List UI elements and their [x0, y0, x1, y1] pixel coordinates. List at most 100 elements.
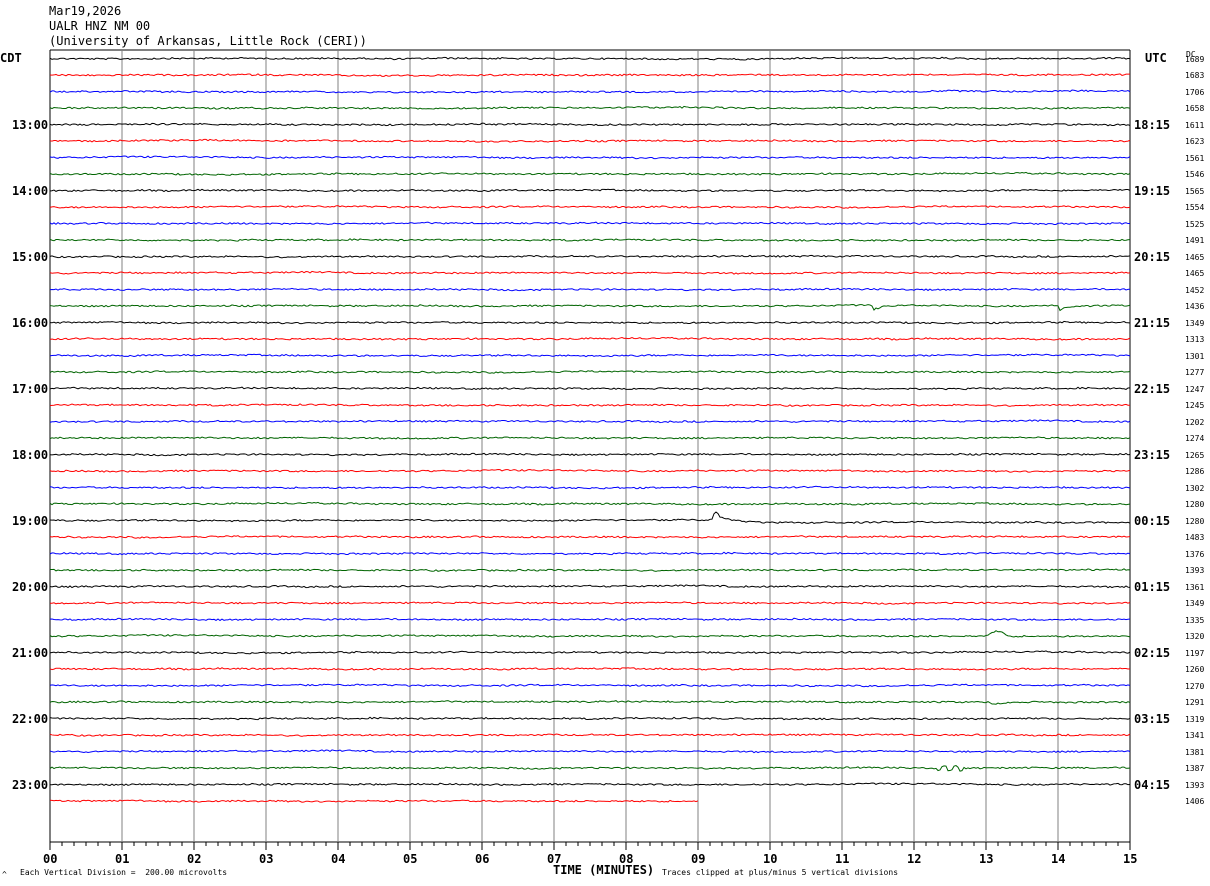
trace-blue	[49, 353, 1131, 358]
dc-offset-label: 1393	[1185, 566, 1205, 575]
x-tick-label: 11	[835, 852, 850, 866]
dc-offset-label: 1491	[1185, 236, 1205, 245]
dc-offset-label: 1247	[1185, 384, 1205, 394]
header-institution: (University of Arkansas, Little Rock (CE…	[49, 34, 367, 48]
dc-offset-label: 1525	[1185, 219, 1205, 229]
trace-red	[49, 733, 1131, 737]
x-tick-label: 02	[187, 852, 202, 866]
trace-black	[49, 188, 1131, 193]
dc-offset-label: 1349	[1185, 599, 1205, 608]
trace-blue	[49, 419, 1131, 424]
trace-red	[49, 270, 1131, 275]
dc-offset-label: 1197	[1185, 648, 1205, 658]
trace-black	[49, 386, 1131, 391]
x-tick-label: 13	[979, 852, 994, 866]
dc-offset-label: 1313	[1185, 335, 1205, 344]
trace-red	[49, 799, 699, 803]
dc-offset-label: 1265	[1185, 450, 1205, 460]
dc-offset-label: 1623	[1185, 137, 1205, 146]
left-hour-label: 20:00	[12, 579, 49, 594]
left-hour-label: 15:00	[12, 249, 49, 264]
trace-green	[49, 171, 1131, 176]
trace-green	[49, 304, 1131, 312]
trace-red	[49, 469, 1131, 473]
dc-column-header: DC	[1186, 50, 1196, 59]
trace-blue	[49, 155, 1131, 160]
trace-black	[49, 254, 1131, 259]
dc-offset-label: 1658	[1185, 104, 1205, 113]
x-tick-label: 01	[115, 852, 130, 866]
trace-black	[49, 584, 1131, 589]
dc-offset-label: 1393	[1185, 780, 1205, 790]
dc-offset-label: 1689	[1185, 54, 1205, 64]
trace-blue	[49, 221, 1131, 226]
trace-blue	[49, 287, 1131, 292]
x-tick-label: 10	[763, 852, 778, 866]
right-hour-label: 02:15	[1134, 645, 1171, 660]
dc-offset-label: 1361	[1185, 582, 1205, 592]
right-hour-label: 22:15	[1134, 381, 1171, 396]
right-hour-label: 03:15	[1134, 711, 1171, 726]
trace-black	[49, 122, 1131, 127]
dc-offset-label: 1465	[1185, 252, 1205, 262]
scale-note: Each Vertical Division = 200.00 microvol…	[20, 868, 228, 877]
left-hour-label: 21:00	[12, 645, 49, 660]
x-tick-label: 08	[619, 852, 634, 866]
trace-green	[49, 370, 1131, 374]
left-hour-label: 13:00	[12, 117, 49, 132]
trace-black	[49, 511, 1131, 524]
trace-red	[49, 205, 1131, 209]
dc-offset-label: 1277	[1185, 368, 1205, 377]
dc-offset-label: 1274	[1185, 434, 1205, 443]
dc-offset-label: 1554	[1185, 203, 1205, 212]
x-tick-label: 15	[1123, 852, 1138, 866]
right-hour-label: 20:15	[1134, 249, 1171, 264]
trace-red	[49, 667, 1131, 671]
left-timezone-label: CDT	[0, 51, 22, 65]
x-tick-label: 04	[331, 852, 346, 866]
trace-green	[49, 568, 1131, 572]
right-hour-label: 18:15	[1134, 117, 1171, 132]
trace-red	[49, 601, 1131, 605]
trace-blue	[49, 749, 1131, 754]
trace-blue	[49, 683, 1131, 688]
dc-offset-label: 1565	[1185, 186, 1205, 196]
dc-offset-label: 1561	[1185, 153, 1205, 163]
trace-blue	[49, 551, 1131, 556]
left-hour-label: 18:00	[12, 447, 49, 462]
dc-offset-label: 1387	[1185, 764, 1205, 773]
trace-green	[49, 105, 1131, 110]
dc-offset-label: 1335	[1185, 615, 1205, 625]
header-date: Mar19,2026	[49, 4, 122, 18]
trace-black	[49, 320, 1131, 325]
trace-blue	[49, 617, 1131, 622]
trace-black	[49, 452, 1131, 457]
trace-red	[49, 535, 1131, 539]
trace-green	[49, 436, 1131, 440]
dc-offset-label: 1376	[1185, 549, 1205, 559]
dc-offset-label: 1280	[1185, 500, 1205, 509]
trace-blue	[49, 485, 1131, 490]
dc-offset-label: 1280	[1185, 516, 1205, 526]
x-tick-label: 07	[547, 852, 562, 866]
trace-black	[49, 782, 1131, 787]
left-hour-label: 23:00	[12, 777, 49, 792]
dc-offset-label: 1320	[1185, 632, 1205, 641]
right-hour-label: 00:15	[1134, 513, 1171, 528]
dc-offset-label: 1406	[1185, 797, 1205, 806]
x-tick-label: 00	[43, 852, 58, 866]
dc-offset-label: 1319	[1185, 714, 1205, 724]
trace-green	[49, 238, 1131, 242]
right-hour-label: 21:15	[1134, 315, 1171, 330]
x-tick-label: 12	[907, 852, 922, 866]
trace-green	[49, 630, 1131, 638]
dc-offset-label: 1286	[1185, 467, 1205, 476]
dc-offset-label: 1452	[1185, 285, 1205, 295]
dc-offset-label: 1546	[1185, 170, 1205, 179]
dc-offset-label: 1349	[1185, 318, 1205, 328]
right-hour-label: 19:15	[1134, 183, 1171, 198]
trace-green	[49, 765, 1131, 772]
header-station: UALR HNZ NM 00	[49, 19, 151, 33]
x-tick-label: 09	[691, 852, 706, 866]
